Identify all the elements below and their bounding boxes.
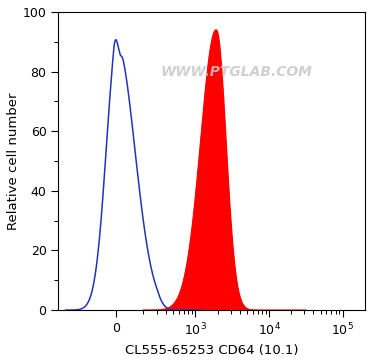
X-axis label: CL555-65253 CD64 (10.1): CL555-65253 CD64 (10.1) [125, 344, 298, 357]
Y-axis label: Relative cell number: Relative cell number [7, 92, 20, 230]
Text: WWW.PTGLAB.COM: WWW.PTGLAB.COM [160, 64, 312, 79]
